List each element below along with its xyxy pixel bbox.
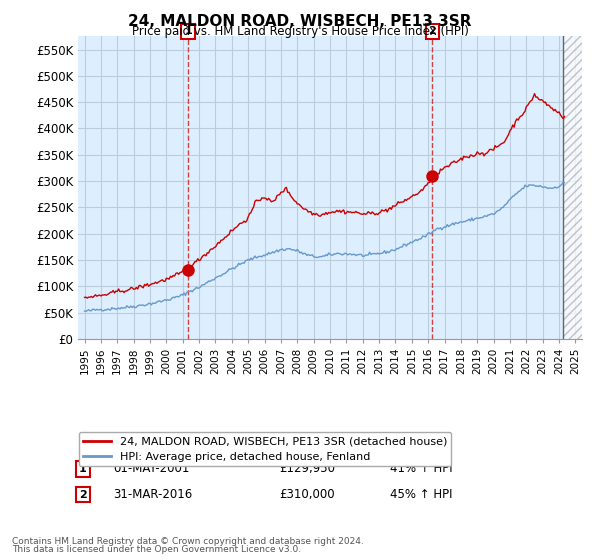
- Legend: 24, MALDON ROAD, WISBECH, PE13 3SR (detached house), HPI: Average price, detache: 24, MALDON ROAD, WISBECH, PE13 3SR (deta…: [79, 432, 451, 466]
- Text: 45% ↑ HPI: 45% ↑ HPI: [391, 488, 453, 501]
- Text: This data is licensed under the Open Government Licence v3.0.: This data is licensed under the Open Gov…: [12, 545, 301, 554]
- Text: 2: 2: [428, 26, 436, 36]
- Text: 1: 1: [184, 26, 192, 36]
- Text: 41% ↑ HPI: 41% ↑ HPI: [391, 463, 453, 475]
- Text: Price paid vs. HM Land Registry's House Price Index (HPI): Price paid vs. HM Land Registry's House …: [131, 25, 469, 38]
- Text: 2: 2: [79, 489, 87, 500]
- Text: 01-MAY-2001: 01-MAY-2001: [113, 463, 190, 475]
- Text: £129,950: £129,950: [280, 463, 335, 475]
- Text: £310,000: £310,000: [280, 488, 335, 501]
- Text: Contains HM Land Registry data © Crown copyright and database right 2024.: Contains HM Land Registry data © Crown c…: [12, 537, 364, 546]
- Text: 31-MAR-2016: 31-MAR-2016: [113, 488, 193, 501]
- Text: 24, MALDON ROAD, WISBECH, PE13 3SR: 24, MALDON ROAD, WISBECH, PE13 3SR: [128, 14, 472, 29]
- Text: 1: 1: [79, 464, 87, 474]
- Bar: [563, 36, 582, 339]
